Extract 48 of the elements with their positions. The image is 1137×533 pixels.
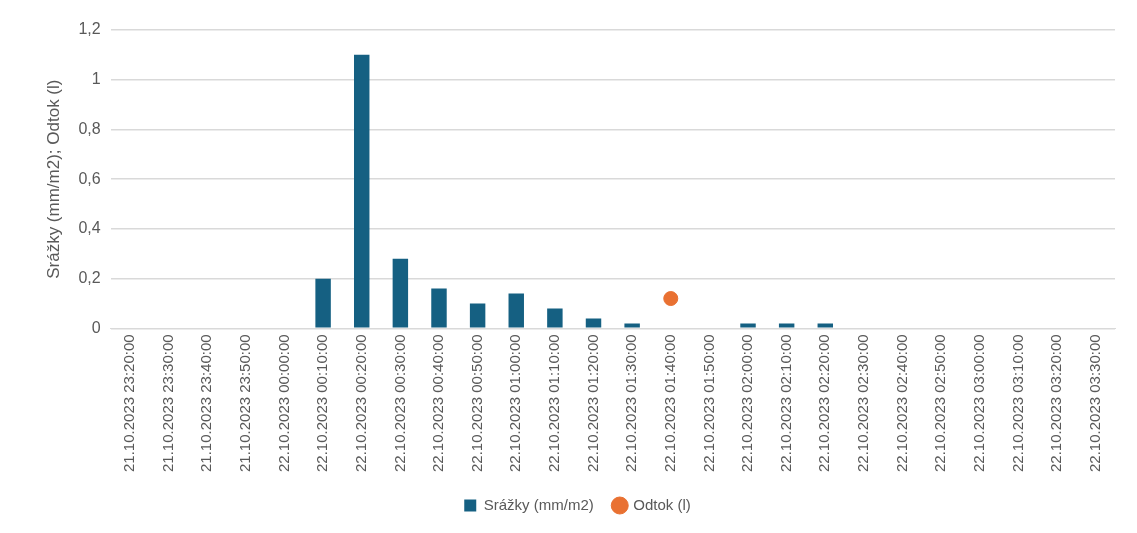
x-tick-label: 22.10.2023 02:40:00 xyxy=(892,334,910,473)
x-tick-label: 22.10.2023 01:10:00 xyxy=(545,334,563,473)
y-tick-label: 0,4 xyxy=(78,219,101,237)
x-tick-label: 22.10.2023 00:50:00 xyxy=(467,334,485,473)
bar xyxy=(585,318,602,328)
bar xyxy=(817,323,834,328)
x-tick-label: 22.10.2023 03:00:00 xyxy=(969,334,987,473)
x-tick-label: 22.10.2023 01:30:00 xyxy=(622,334,640,473)
x-tick-label: 22.10.2023 00:00:00 xyxy=(274,334,292,473)
x-tick-label: 21.10.2023 23:50:00 xyxy=(235,334,253,473)
y-axis-title: Srážky (mm/m2); Odtok (l) xyxy=(43,79,63,279)
x-tick-label: 22.10.2023 03:20:00 xyxy=(1047,334,1065,473)
x-tick-label: 22.10.2023 02:50:00 xyxy=(931,334,949,473)
bar xyxy=(431,288,447,328)
x-tick-label: 22.10.2023 01:00:00 xyxy=(506,334,524,473)
bar xyxy=(354,54,370,328)
y-tick-label: 0,6 xyxy=(78,169,101,187)
x-tick-label: 22.10.2023 02:00:00 xyxy=(738,334,756,473)
x-tick-label: 21.10.2023 23:40:00 xyxy=(197,334,215,473)
legend-label: Srážky (mm/m2) xyxy=(483,495,594,513)
x-tick-label: 22.10.2023 01:50:00 xyxy=(699,334,717,473)
x-tick-label: 22.10.2023 03:30:00 xyxy=(1085,334,1103,473)
x-tick-label: 22.10.2023 02:30:00 xyxy=(854,334,872,473)
bar xyxy=(469,303,486,328)
x-tick-label: 22.10.2023 00:10:00 xyxy=(313,334,331,473)
x-tick-label: 22.10.2023 01:20:00 xyxy=(583,334,601,473)
bar xyxy=(547,308,563,328)
y-tick-label: 0,2 xyxy=(78,269,101,287)
x-tick-label: 22.10.2023 03:10:00 xyxy=(1008,334,1026,473)
x-tick-label: 22.10.2023 02:10:00 xyxy=(776,334,794,473)
bar xyxy=(778,323,795,328)
legend-label: Odtok (l) xyxy=(633,495,691,513)
x-tick-label: 22.10.2023 00:30:00 xyxy=(390,334,408,473)
y-tick-label: 1 xyxy=(91,70,101,88)
y-tick-label: 0,8 xyxy=(78,119,101,137)
y-tick-label: 0 xyxy=(91,318,101,336)
x-tick-label: 22.10.2023 00:40:00 xyxy=(429,334,447,473)
x-tick-label: 22.10.2023 02:20:00 xyxy=(815,334,833,473)
y-tick-label: 1,2 xyxy=(78,20,101,38)
bar xyxy=(740,323,756,328)
x-tick-label: 21.10.2023 23:20:00 xyxy=(120,334,138,473)
bar xyxy=(315,278,331,328)
x-tick-label: 22.10.2023 00:20:00 xyxy=(351,334,369,473)
bar xyxy=(392,258,409,328)
bar xyxy=(508,293,524,328)
x-tick-label: 22.10.2023 01:40:00 xyxy=(660,334,678,473)
x-tick-label: 21.10.2023 23:30:00 xyxy=(158,334,176,473)
bar xyxy=(624,323,640,328)
